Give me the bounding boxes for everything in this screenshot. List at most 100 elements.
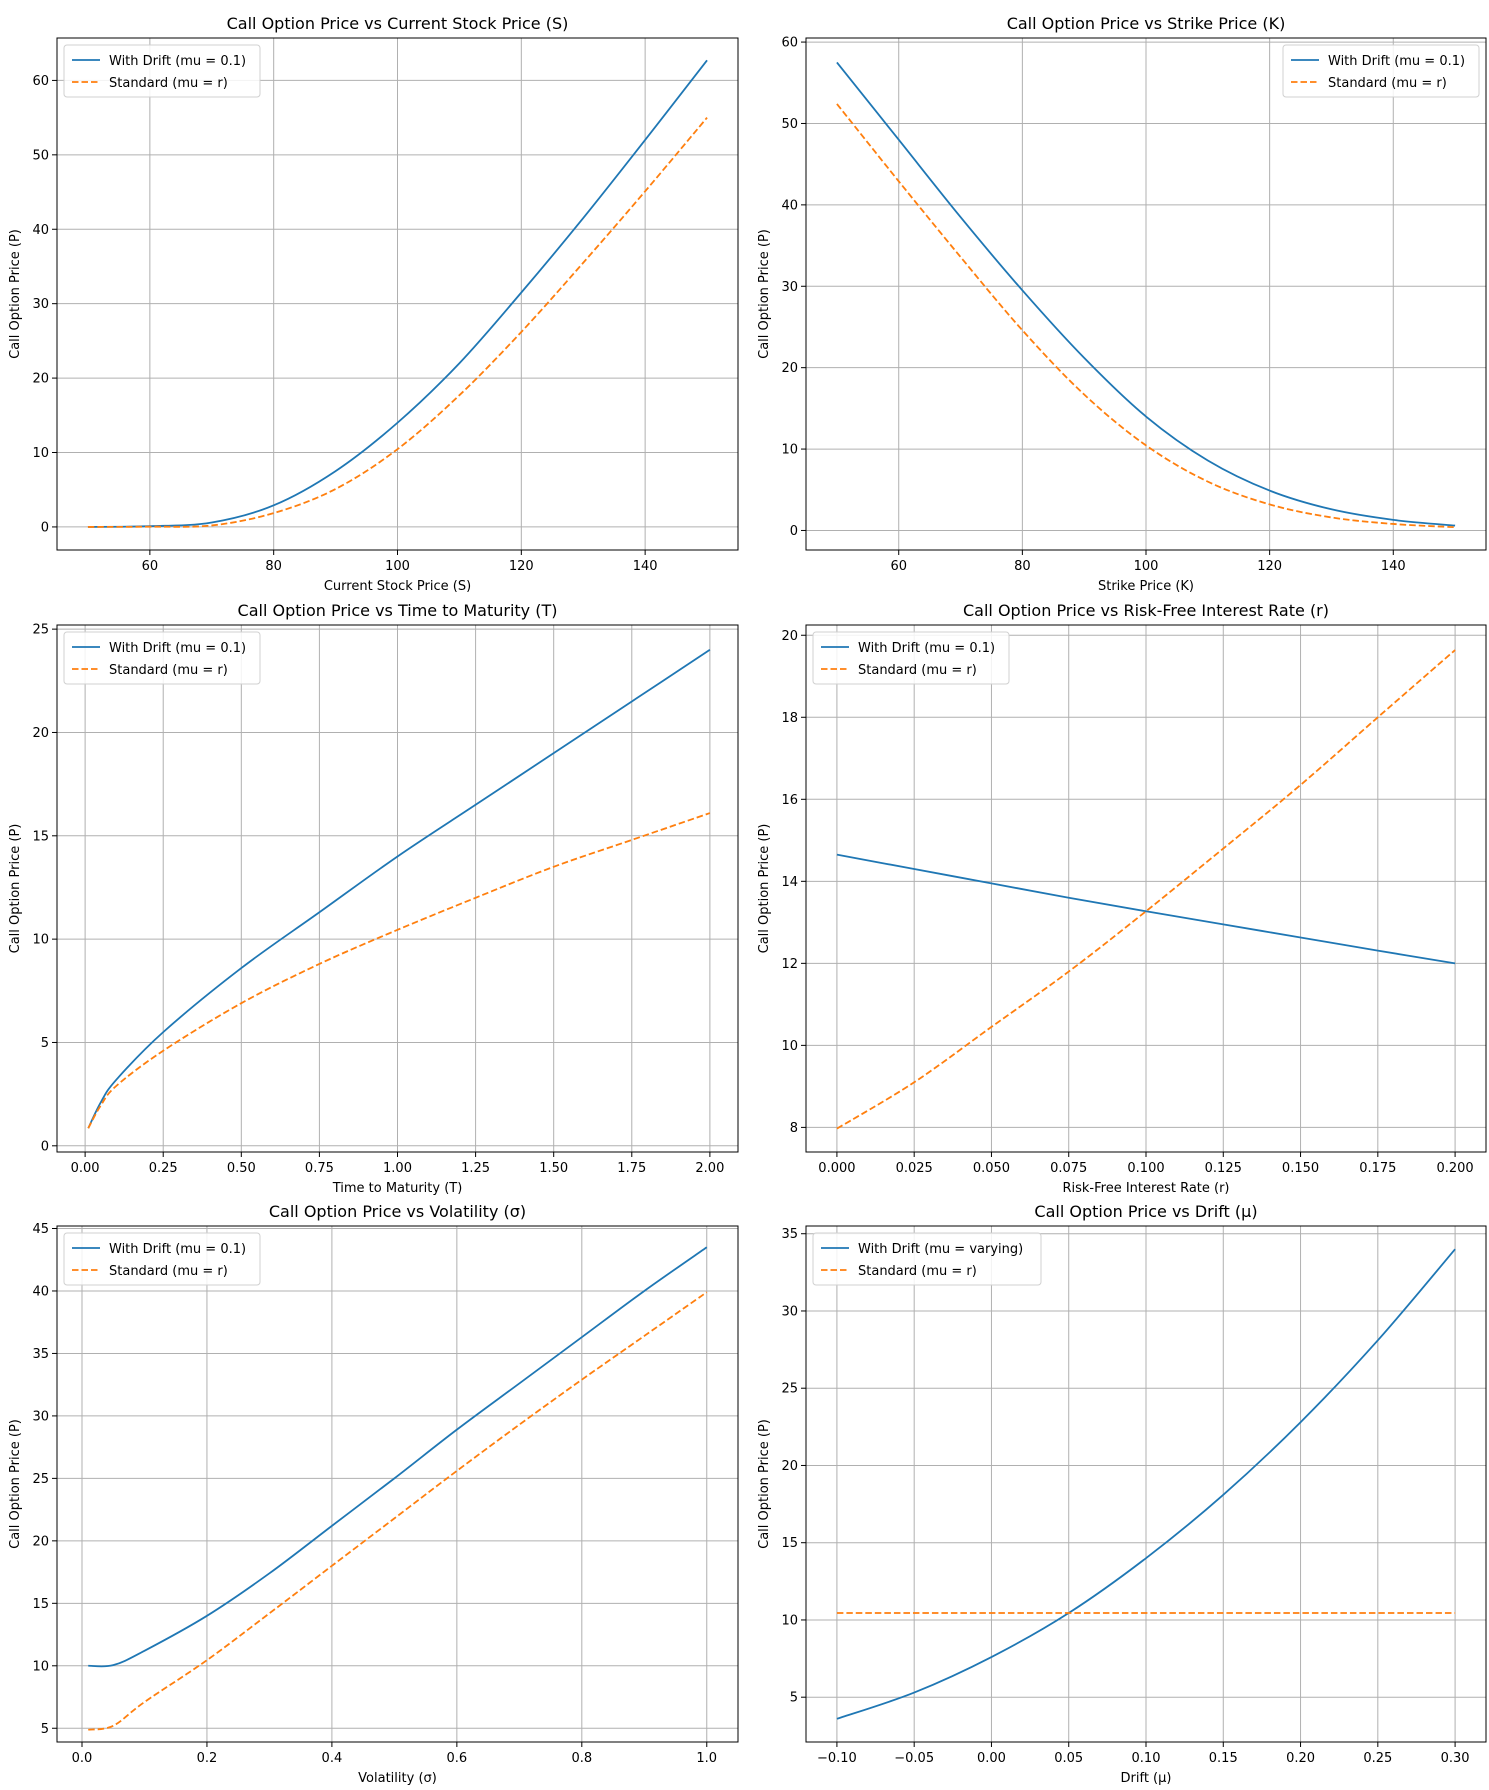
y-tick-label: 10 xyxy=(32,933,49,948)
y-tick-label: 20 xyxy=(781,629,798,644)
chart-title: Call Option Price vs Drift (μ) xyxy=(1034,1202,1257,1221)
axes-frame xyxy=(805,37,1487,551)
x-tick-label: 0.2 xyxy=(197,1751,218,1766)
y-tick-label: 14 xyxy=(781,875,798,890)
y-tick-label: 0 xyxy=(790,524,798,539)
y-tick-label: 45 xyxy=(32,1222,49,1237)
x-tick-label: 0.175 xyxy=(1359,1161,1396,1176)
y-tick-label: 40 xyxy=(32,223,49,238)
x-tick-label: 80 xyxy=(1014,559,1031,574)
legend-box xyxy=(63,1232,261,1286)
x-tick-label: 2.00 xyxy=(695,1161,724,1176)
x-tick-label: 140 xyxy=(633,559,658,574)
x-axis-label: Volatility (σ) xyxy=(358,1771,437,1786)
series-line-standard xyxy=(88,1291,708,1731)
subplot-4: Call Option Price vs Risk-Free Interest … xyxy=(757,601,1487,1196)
chart-title: Call Option Price vs Time to Maturity (T… xyxy=(238,601,558,620)
y-tick-label: 16 xyxy=(781,793,798,808)
x-tick-label: −0.05 xyxy=(894,1751,934,1766)
legend-box xyxy=(63,44,261,98)
x-tick-label: 0.75 xyxy=(305,1161,334,1176)
y-tick-label: 30 xyxy=(32,1409,49,1424)
axes-frame xyxy=(56,37,739,551)
subplot-6: Call Option Price vs Drift (μ) −0.10 −0.05… xyxy=(757,1202,1487,1786)
x-axis-label: Strike Price (K) xyxy=(1098,579,1194,594)
x-tick-label: 1.0 xyxy=(696,1751,717,1766)
subplot-3: Call Option Price vs Time to Maturity (T… xyxy=(8,601,739,1196)
y-tick-label: 35 xyxy=(781,1227,798,1242)
y-tick-label: 5 xyxy=(790,1691,798,1706)
series-line-standard xyxy=(836,649,1456,1130)
y-tick-label: 20 xyxy=(32,726,49,741)
y-axis-label: Call Option Price (P) xyxy=(757,1419,772,1549)
legend-label: With Drift (mu = 0.1) xyxy=(109,54,246,69)
y-tick-label: 25 xyxy=(781,1382,798,1397)
y-tick-label: 40 xyxy=(781,198,798,213)
y-tick-label: 30 xyxy=(32,297,49,312)
y-tick-label: 0 xyxy=(41,520,49,535)
y-tick-label: 20 xyxy=(32,372,49,387)
series-line-with-drift xyxy=(836,61,1456,527)
y-tick-label: 35 xyxy=(32,1347,49,1362)
legend-label: Standard (mu = r) xyxy=(109,663,228,678)
axes-frame xyxy=(805,624,1487,1153)
x-axis-label: Time to Maturity (T) xyxy=(332,1181,463,1196)
x-axis-label: Risk-Free Interest Rate (r) xyxy=(1062,1181,1229,1196)
legend: With Drift (mu = 0.1) Standard (mu = r) xyxy=(63,631,261,685)
y-axis-label: Call Option Price (P) xyxy=(8,229,23,359)
y-tick-label: 60 xyxy=(781,36,798,51)
x-axis-label: Current Stock Price (S) xyxy=(324,579,471,594)
legend-label: With Drift (mu = 0.1) xyxy=(858,641,995,656)
x-tick-label: 1.25 xyxy=(461,1161,490,1176)
x-tick-label: 0.0 xyxy=(72,1751,93,1766)
x-tick-label: 1.50 xyxy=(539,1161,568,1176)
y-tick-label: 25 xyxy=(32,623,49,638)
x-tick-label: 0.20 xyxy=(1286,1751,1315,1766)
legend-label: With Drift (mu = 0.1) xyxy=(109,641,246,656)
series-line-standard xyxy=(87,812,711,1129)
x-tick-label: 0.200 xyxy=(1436,1161,1473,1176)
y-tick-label: 25 xyxy=(32,1472,49,1487)
series-line-with-drift xyxy=(87,59,708,528)
axes-frame xyxy=(805,1225,1487,1743)
y-tick-label: 50 xyxy=(32,148,49,163)
y-tick-label: 8 xyxy=(790,1121,798,1136)
y-tick-label: 30 xyxy=(781,1304,798,1319)
x-tick-label: 0.00 xyxy=(977,1751,1006,1766)
x-tick-label: 120 xyxy=(1257,559,1282,574)
subplot-1: Call Option Price vs Current Stock Price… xyxy=(8,14,739,594)
x-tick-label: 0.4 xyxy=(322,1751,343,1766)
x-tick-label: 60 xyxy=(890,559,907,574)
y-tick-label: 20 xyxy=(781,361,798,376)
x-tick-label: −0.10 xyxy=(817,1751,857,1766)
x-tick-label: 0.150 xyxy=(1282,1161,1319,1176)
x-tick-label: 0.100 xyxy=(1127,1161,1164,1176)
series-line-with-drift xyxy=(836,853,1456,965)
y-tick-label: 10 xyxy=(32,1659,49,1674)
subplot-2: Call Option Price vs Strike Price (K) 60 8… xyxy=(757,14,1487,594)
y-axis-label: Call Option Price (P) xyxy=(8,1419,23,1549)
y-tick-label: 10 xyxy=(781,443,798,458)
y-tick-label: 15 xyxy=(32,829,49,844)
x-tick-label: 60 xyxy=(142,559,159,574)
x-tick-label: 0.15 xyxy=(1209,1751,1238,1766)
legend-label: Standard (mu = r) xyxy=(858,1264,977,1279)
x-tick-label: 100 xyxy=(385,559,410,574)
y-tick-label: 30 xyxy=(781,280,798,295)
y-tick-label: 15 xyxy=(781,1536,798,1551)
y-tick-label: 10 xyxy=(32,446,49,461)
series-line-standard xyxy=(87,117,708,528)
y-tick-label: 60 xyxy=(32,74,49,89)
legend-box xyxy=(1282,44,1480,98)
y-axis-label: Call Option Price (P) xyxy=(8,824,23,954)
series-line-with-drift xyxy=(87,649,711,1129)
x-tick-label: 0.075 xyxy=(1050,1161,1087,1176)
y-tick-label: 20 xyxy=(781,1459,798,1474)
legend-label: With Drift (mu = 0.1) xyxy=(109,1242,246,1257)
y-tick-label: 10 xyxy=(781,1613,798,1628)
x-tick-label: 0.25 xyxy=(149,1161,178,1176)
x-tick-label: 0.25 xyxy=(1363,1751,1392,1766)
series-line-with-drift xyxy=(836,1248,1456,1720)
legend: With Drift (mu = 0.1) Standard (mu = r) xyxy=(63,44,261,98)
